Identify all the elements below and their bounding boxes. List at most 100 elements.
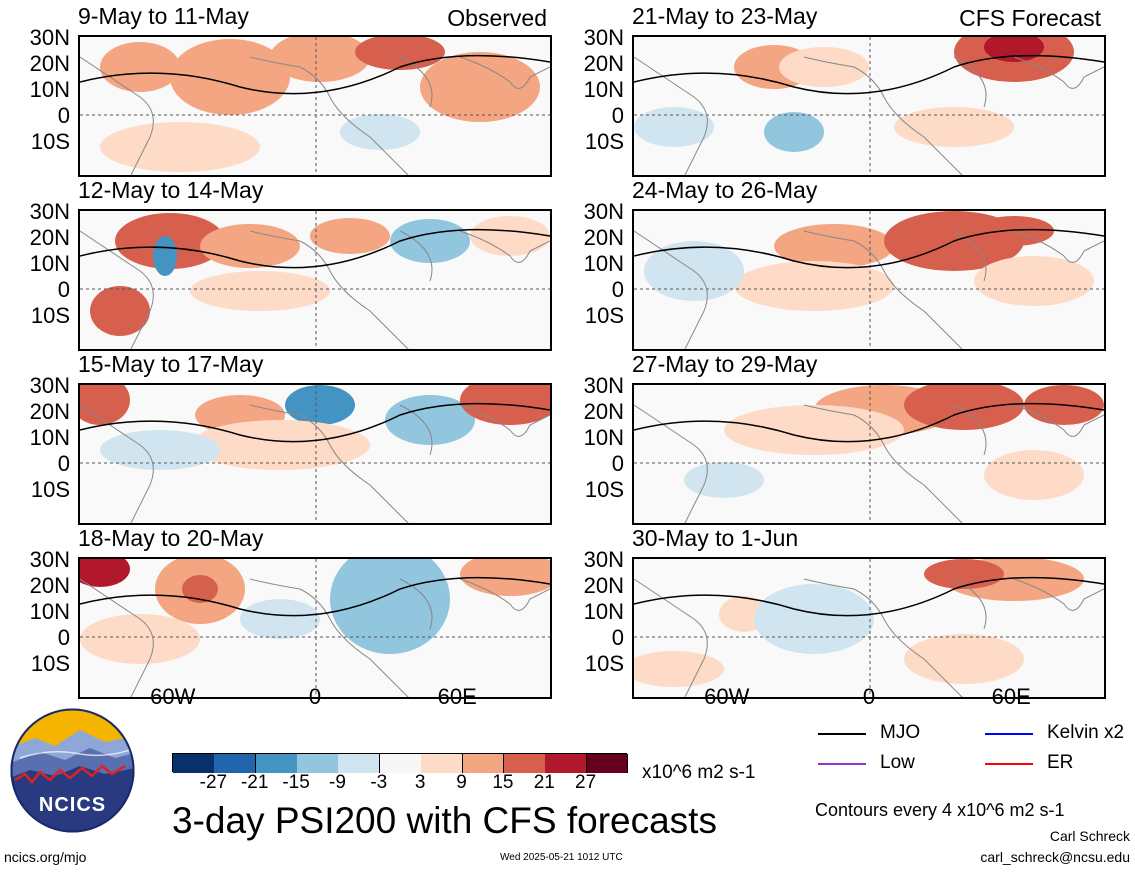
panel-source-label: CFS Forecast xyxy=(959,5,1101,31)
chart-title: 3-day PSI200 with CFS forecasts xyxy=(172,800,717,841)
anomaly-shading xyxy=(200,224,300,268)
panel-title: 9-May to 11-May xyxy=(78,3,249,29)
anomaly-shading xyxy=(420,52,540,122)
coastline xyxy=(80,578,550,697)
panel-map xyxy=(78,35,552,177)
anomaly-shading xyxy=(240,599,320,639)
panel-map xyxy=(632,209,1106,351)
lat-tick-label: 10S xyxy=(584,129,624,154)
anomaly-shading xyxy=(153,236,177,276)
anomaly-shading xyxy=(100,430,220,470)
lat-tick-label: 10S xyxy=(584,651,624,676)
panel-title: 18-May to 20-May xyxy=(78,525,264,551)
anomaly-shading xyxy=(170,39,290,115)
lat-tick-label: 0 xyxy=(57,103,70,128)
lon-tick-label: 60E xyxy=(437,684,477,709)
lat-tick-label: 10S xyxy=(30,303,70,328)
lat-tick-label: 10N xyxy=(583,77,624,102)
lat-tick-label: 10N xyxy=(583,425,624,450)
lat-tick-label: 10S xyxy=(30,129,70,154)
anomaly-shading xyxy=(80,385,130,425)
coastline xyxy=(634,56,1104,175)
lat-tick-label: 20N xyxy=(29,399,70,424)
mjo-contour xyxy=(634,228,1104,269)
lat-tick-label: 10N xyxy=(29,425,70,450)
legend-line xyxy=(818,763,866,765)
lon-tick-label: 0 xyxy=(862,684,876,709)
coastline xyxy=(80,230,550,349)
timestamp: Wed 2025-05-21 1012 UTC xyxy=(500,852,623,863)
colorbar-swatch xyxy=(503,754,546,773)
panel-title: 30-May to 1-Jun xyxy=(632,525,799,551)
lat-tick-label: 30N xyxy=(29,373,70,398)
colorbar-tick-label: 9 xyxy=(456,772,467,793)
lat-tick-label: 30N xyxy=(583,25,624,50)
anomaly-shading xyxy=(310,218,390,254)
lat-tick-label: 0 xyxy=(611,625,624,650)
anomaly-shading xyxy=(779,47,869,87)
panel-title: 21-May to 23-May xyxy=(632,3,818,29)
lat-tick-label: 30N xyxy=(583,373,624,398)
anomaly-shading xyxy=(190,420,370,470)
lat-tick-label: 10S xyxy=(584,477,624,502)
panel-source-label: Observed xyxy=(447,5,547,31)
lat-tick-label: 20N xyxy=(29,51,70,76)
anomaly-shading xyxy=(285,385,355,425)
panel-title: 15-May to 17-May xyxy=(78,351,264,377)
legend-label: Kelvin x2 xyxy=(1047,722,1125,743)
anomaly-shading xyxy=(754,584,874,654)
anomaly-shading xyxy=(385,395,475,445)
colorbar xyxy=(172,753,629,773)
anomaly-shading xyxy=(390,219,470,263)
anomaly-shading xyxy=(724,405,904,455)
anomaly-shading xyxy=(340,114,420,150)
contour-note: Contours every 4 x10^6 m2 s-1 xyxy=(815,800,1065,820)
lat-tick-label: 10S xyxy=(30,651,70,676)
lat-tick-label: 30N xyxy=(583,547,624,572)
anomaly-shading xyxy=(100,42,180,92)
anomaly-shading xyxy=(734,261,894,311)
colorbar-tick-label: 3 xyxy=(414,772,426,793)
colorbar-swatch xyxy=(586,754,629,773)
units-label: x10^6 m2 s-1 xyxy=(642,762,756,783)
colorbar-tick-label: -9 xyxy=(329,772,346,793)
legend-line xyxy=(985,763,1033,765)
lat-tick-label: 30N xyxy=(29,547,70,572)
lat-tick-label: 0 xyxy=(57,625,70,650)
legend-line xyxy=(818,733,866,735)
colorbar-swatch xyxy=(379,754,422,773)
coastline xyxy=(634,230,1104,349)
mjo-contour xyxy=(634,576,1104,617)
mjo-contour xyxy=(634,402,1104,443)
panel-map xyxy=(632,383,1106,525)
legend-label: MJO xyxy=(880,722,921,743)
colorbar-tick-label: -21 xyxy=(240,772,269,793)
lat-tick-label: 0 xyxy=(611,277,624,302)
colorbar-swatch xyxy=(338,754,381,773)
coastline xyxy=(80,56,550,175)
panel-title: 27-May to 29-May xyxy=(632,351,818,377)
lat-tick-label: 0 xyxy=(57,451,70,476)
anomaly-shading xyxy=(894,107,1014,147)
anomaly-shading xyxy=(984,450,1084,500)
anomaly-shading xyxy=(774,224,894,268)
lat-tick-label: 10N xyxy=(583,251,624,276)
anomaly-shading xyxy=(470,216,550,256)
lat-tick-label: 10S xyxy=(584,303,624,328)
lat-tick-label: 10N xyxy=(29,251,70,276)
panel-map xyxy=(78,383,552,525)
mjo-contour xyxy=(80,228,550,269)
anomaly-shading xyxy=(460,559,550,596)
site-link[interactable]: ncics.org/mjo xyxy=(4,849,87,865)
email[interactable]: carl_schreck@ncsu.edu xyxy=(980,849,1130,865)
colorbar-swatch xyxy=(462,754,505,773)
anomaly-shading xyxy=(764,112,824,152)
lat-tick-label: 20N xyxy=(583,573,624,598)
anomaly-shading xyxy=(100,122,260,172)
anomaly-shading xyxy=(634,651,724,687)
author: Carl Schreck xyxy=(1049,828,1130,844)
lat-tick-label: 10N xyxy=(29,599,70,624)
anomaly-shading xyxy=(634,107,714,147)
lat-tick-label: 20N xyxy=(583,51,624,76)
colorbar-tick-label: 15 xyxy=(492,772,514,793)
